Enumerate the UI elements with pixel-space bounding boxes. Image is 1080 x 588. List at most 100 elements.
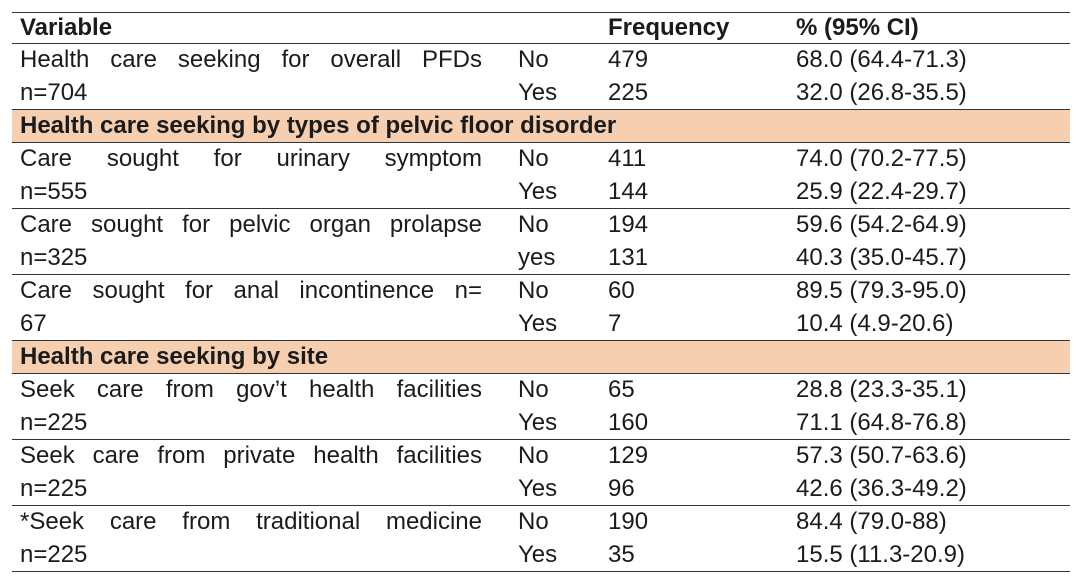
- sample-size: n=555: [20, 177, 88, 205]
- percent-ci-cell: 89.5 (79.3-95.0) 10.4 (4.9-20.6): [788, 275, 1070, 341]
- frequency-value: 411: [608, 145, 647, 172]
- header-frequency: Frequency: [608, 14, 730, 41]
- row-group-traditional: *Seek care from traditional medicine n=22…: [12, 506, 1070, 572]
- percent-ci-value: 42.6 (36.3-49.2): [796, 474, 967, 502]
- percent-ci-cell: 68.0 (64.4-71.3) 32.0 (26.8-35.5): [788, 44, 1070, 110]
- percent-ci-cell: 59.6 (54.2-64.9) 40.3 (35.0-45.7): [788, 209, 1070, 275]
- sample-size: n=325: [20, 243, 88, 271]
- percent-ci-cell: 74.0 (70.2-77.5) 25.9 (22.4-29.7): [788, 143, 1070, 209]
- header-variable: Variable: [20, 14, 113, 41]
- section-types: Health care seeking by types of pelvic f…: [12, 109, 1070, 143]
- percent-ci-value: 15.5 (11.3-20.9): [796, 540, 965, 568]
- sample-size: n=704: [20, 78, 88, 106]
- response-value: No: [518, 277, 549, 304]
- table-row: Seek care from gov’t health facilities n=…: [12, 374, 1070, 440]
- header-row: Variable Frequency % (95% CI): [12, 12, 1070, 44]
- variable-label: Care sought for urinary symptom: [20, 145, 482, 172]
- row-group-urinary: Care sought for urinary symptom n=555 No Y…: [12, 143, 1070, 209]
- percent-ci-value: 84.4 (79.0-88): [796, 508, 947, 535]
- frequency-value: 129: [608, 442, 649, 469]
- frequency-value: 35: [608, 540, 635, 568]
- percent-ci-value: 68.0 (64.4-71.3): [796, 46, 967, 73]
- percent-ci-value: 74.0 (70.2-77.5): [796, 145, 967, 172]
- response-value: No: [518, 211, 549, 238]
- row-group-overall: Health care seeking for overall PFDs n=70…: [12, 44, 1070, 110]
- percent-ci-value: 89.5 (79.3-95.0): [796, 277, 967, 304]
- frequency-value: 7: [608, 309, 622, 337]
- percent-ci-value: 40.3 (35.0-45.7): [796, 243, 967, 271]
- row-group-govt: Seek care from gov’t health facilities n=…: [12, 374, 1070, 440]
- response-value: Yes: [518, 78, 558, 106]
- response-cell: No yes: [510, 209, 600, 275]
- sample-size: n=225: [20, 474, 88, 502]
- variable-cell: Seek care from gov’t health facilities n=…: [12, 374, 510, 440]
- header-percent-ci: % (95% CI): [796, 14, 919, 41]
- response-value: yes: [518, 243, 556, 271]
- sample-size: 67: [20, 309, 47, 337]
- row-group-prolapse: Care sought for pelvic organ prolapse n=3…: [12, 209, 1070, 275]
- frequency-cell: 129 96: [600, 440, 788, 506]
- section-row: Health care seeking by types of pelvic f…: [12, 109, 1070, 143]
- response-value: No: [518, 376, 549, 403]
- variable-label: Care sought for anal incontinence n=: [20, 277, 482, 304]
- frequency-cell: 190 35: [600, 506, 788, 572]
- variable-cell: Care sought for urinary symptom n=555: [12, 143, 510, 209]
- variable-cell: *Seek care from traditional medicine n=22…: [12, 506, 510, 572]
- sample-size: n=225: [20, 408, 88, 436]
- frequency-value: 160: [608, 408, 649, 436]
- frequency-cell: 60 7: [600, 275, 788, 341]
- table-row: Care sought for pelvic organ prolapse n=3…: [12, 209, 1070, 275]
- response-cell: No Yes: [510, 275, 600, 341]
- frequency-cell: 479 225: [600, 44, 788, 110]
- variable-label: Seek care from gov’t health facilities: [20, 376, 482, 403]
- response-value: Yes: [518, 177, 558, 205]
- frequency-cell: 65 160: [600, 374, 788, 440]
- variable-cell: Care sought for anal incontinence n= 67: [12, 275, 510, 341]
- response-value: Yes: [518, 540, 558, 568]
- frequency-value: 194: [608, 211, 649, 238]
- percent-ci-cell: 57.3 (50.7-63.6) 42.6 (36.3-49.2): [788, 440, 1070, 506]
- response-value: Yes: [518, 474, 558, 502]
- frequency-value: 225: [608, 78, 649, 106]
- response-value: Yes: [518, 309, 558, 337]
- percent-ci-value: 71.1 (64.8-76.8): [796, 408, 967, 436]
- frequency-value: 65: [608, 376, 635, 403]
- frequency-value: 190: [608, 508, 649, 535]
- response-cell: No Yes: [510, 143, 600, 209]
- row-group-private: Seek care from private health facilities…: [12, 440, 1070, 506]
- variable-label: Health care seeking for overall PFDs: [20, 46, 482, 73]
- response-value: No: [518, 145, 549, 172]
- frequency-value: 60: [608, 277, 635, 304]
- table-row: *Seek care from traditional medicine n=22…: [12, 506, 1070, 572]
- section-site: Health care seeking by site: [12, 340, 1070, 374]
- percent-ci-value: 32.0 (26.8-35.5): [796, 78, 967, 106]
- sample-size: n=225: [20, 540, 88, 568]
- percent-ci-value: 57.3 (50.7-63.6): [796, 442, 967, 469]
- response-value: No: [518, 508, 549, 535]
- response-cell: No Yes: [510, 440, 600, 506]
- percent-ci-value: 28.8 (23.3-35.1): [796, 376, 967, 403]
- response-value: No: [518, 442, 549, 469]
- table-row: Care sought for urinary symptom n=555 No Y…: [12, 143, 1070, 209]
- percent-ci-value: 10.4 (4.9-20.6): [796, 309, 954, 337]
- results-table: Variable Frequency % (95% CI) Health car…: [12, 12, 1070, 572]
- frequency-value: 131: [608, 243, 649, 271]
- section-row: Health care seeking by site: [12, 340, 1070, 374]
- frequency-cell: 411 144: [600, 143, 788, 209]
- variable-cell: Seek care from private health facilities…: [12, 440, 510, 506]
- variable-label: Care sought for pelvic organ prolapse: [20, 211, 482, 238]
- frequency-value: 96: [608, 474, 635, 502]
- percent-ci-value: 59.6 (54.2-64.9): [796, 211, 967, 238]
- percent-ci-cell: 84.4 (79.0-88) 15.5 (11.3-20.9): [788, 506, 1070, 572]
- percent-ci-value: 25.9 (22.4-29.7): [796, 177, 967, 205]
- frequency-cell: 194 131: [600, 209, 788, 275]
- row-group-anal: Care sought for anal incontinence n= 67 N…: [12, 275, 1070, 341]
- table-row: Seek care from private health facilities…: [12, 440, 1070, 506]
- response-value: No: [518, 46, 549, 73]
- frequency-value: 479: [608, 46, 649, 73]
- header-response: [510, 13, 600, 44]
- section-heading-types: Health care seeking by types of pelvic f…: [12, 109, 1070, 143]
- variable-cell: Care sought for pelvic organ prolapse n=3…: [12, 209, 510, 275]
- table-row: Care sought for anal incontinence n= 67 N…: [12, 275, 1070, 341]
- variable-label: *Seek care from traditional medicine: [20, 508, 482, 535]
